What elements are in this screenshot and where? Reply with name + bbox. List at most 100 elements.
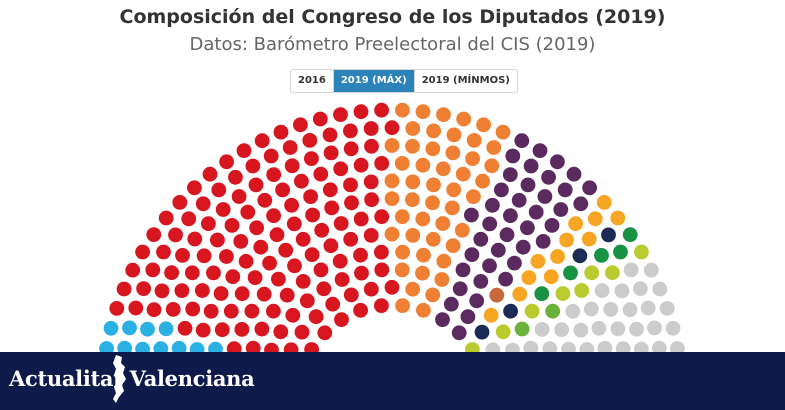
seat — [445, 145, 461, 161]
seat — [499, 227, 515, 243]
seat — [495, 324, 511, 340]
seat — [314, 222, 330, 238]
seat — [489, 287, 505, 303]
seat — [244, 303, 260, 319]
seat — [384, 120, 400, 136]
tab-2016[interactable]: 2016 — [291, 70, 334, 92]
seat — [395, 244, 410, 260]
seat — [181, 211, 197, 227]
seat — [394, 262, 410, 278]
seat — [572, 248, 588, 264]
tab-2019-min[interactable]: 2019 (MÍNMOS) — [421, 75, 510, 86]
seat — [426, 177, 441, 193]
brand-footer: Actualitat Valenciana — [0, 352, 785, 410]
seat — [210, 232, 225, 248]
seat — [545, 303, 561, 319]
seat — [294, 324, 310, 340]
seat — [353, 104, 369, 120]
seat — [333, 107, 348, 122]
seat — [582, 180, 597, 196]
seat — [316, 281, 332, 297]
seat — [610, 321, 626, 337]
seat — [573, 196, 589, 212]
seat — [219, 154, 235, 170]
seat — [505, 148, 521, 164]
seat — [154, 283, 170, 299]
seat — [643, 262, 659, 278]
seat — [384, 138, 400, 153]
seat — [313, 262, 329, 278]
seat — [456, 111, 472, 127]
seat — [287, 258, 302, 274]
seat — [228, 169, 243, 185]
seat — [384, 279, 400, 295]
seat — [485, 197, 500, 213]
seat — [256, 286, 272, 302]
seat — [363, 228, 379, 243]
seat — [282, 140, 298, 155]
seat — [557, 182, 573, 198]
seat — [275, 182, 290, 198]
seat — [240, 204, 256, 220]
seat — [555, 286, 571, 301]
chart-subtitle: Datos: Barómetro Preelectoral del CIS (2… — [189, 34, 596, 55]
seat — [544, 218, 560, 233]
seat — [223, 303, 239, 319]
seat — [286, 216, 302, 232]
seat — [225, 269, 241, 285]
seat — [195, 196, 211, 212]
seat — [464, 207, 479, 223]
seat — [574, 283, 590, 298]
seat — [511, 192, 527, 208]
seat — [591, 320, 607, 336]
seat — [156, 244, 171, 260]
seat — [364, 192, 379, 208]
seat — [416, 302, 431, 318]
seat — [512, 286, 528, 302]
seat — [651, 340, 667, 356]
seat — [215, 202, 231, 217]
seat — [343, 287, 359, 303]
seat — [503, 303, 518, 319]
seat — [128, 300, 144, 316]
seat — [469, 293, 485, 309]
seat — [594, 248, 609, 263]
seat — [435, 161, 451, 177]
seat — [622, 227, 638, 243]
seat — [482, 258, 497, 274]
seat — [465, 151, 480, 167]
seat — [231, 189, 247, 204]
seat — [254, 321, 270, 337]
seat — [640, 300, 656, 316]
seat — [285, 307, 301, 323]
seat — [202, 166, 218, 182]
seat — [257, 192, 273, 208]
seat — [305, 207, 320, 223]
seat — [295, 274, 311, 289]
seat — [415, 104, 431, 120]
seat — [614, 283, 630, 299]
seat — [444, 200, 460, 216]
seat — [187, 180, 202, 196]
seat — [354, 265, 369, 281]
seat — [473, 231, 489, 247]
seat — [426, 123, 441, 139]
tab-2019-max[interactable]: 2019 (MÁX) — [333, 70, 415, 92]
seat — [374, 156, 390, 171]
seat — [394, 209, 410, 225]
seat — [466, 189, 481, 205]
seat — [273, 324, 289, 340]
seat — [514, 321, 530, 337]
seat — [597, 340, 613, 356]
seat — [460, 309, 476, 325]
seat — [322, 182, 338, 198]
seat — [158, 321, 174, 337]
seat — [473, 274, 489, 289]
seat — [224, 218, 240, 233]
seat — [535, 234, 551, 249]
seat — [363, 281, 379, 297]
seat — [530, 253, 546, 269]
seat — [474, 324, 490, 340]
seat — [253, 239, 269, 255]
seat — [436, 253, 452, 269]
